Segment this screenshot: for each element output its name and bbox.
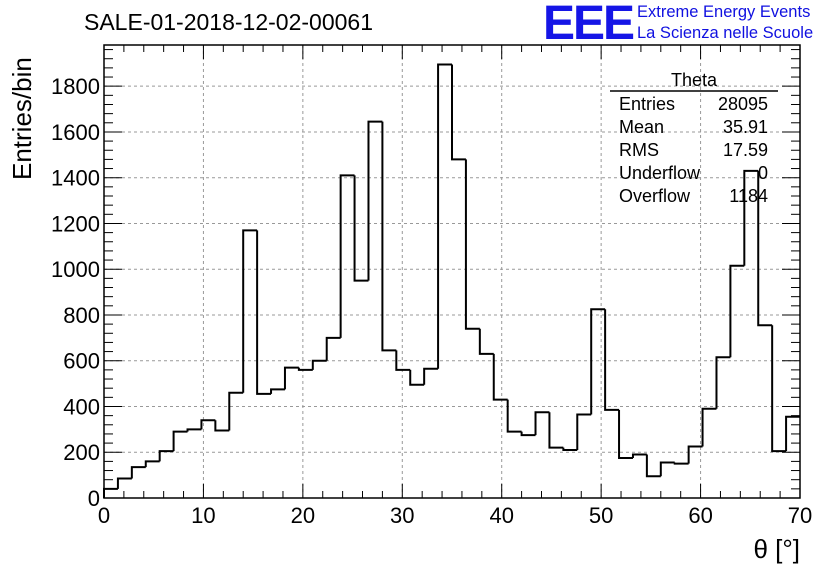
y-tick-label: 400 — [63, 394, 100, 419]
histogram-bin — [464, 159, 480, 330]
histogram-bin — [256, 230, 272, 395]
stats-box: Theta Entries 28095 Mean 35.91 RMS 17.59 Underf… — [610, 70, 778, 206]
stats-value: 1184 — [729, 186, 768, 206]
x-tick-label: 60 — [688, 503, 712, 528]
histogram-bin — [743, 169, 759, 266]
stats-value: 35.91 — [723, 117, 768, 137]
histogram-bin — [116, 477, 132, 489]
logo-subtitle-1: Extreme Energy Events — [637, 3, 811, 21]
histogram-bin — [757, 170, 773, 327]
histogram-bin — [659, 461, 675, 477]
histogram-bin — [506, 399, 522, 433]
histogram-bin — [451, 64, 466, 161]
y-tick-label: 800 — [63, 303, 100, 328]
eee-logo: EEE — [543, 0, 635, 50]
stats-label: Mean — [619, 117, 664, 137]
stats-value: 0 — [758, 163, 768, 183]
histogram-bin — [618, 409, 633, 459]
histogram-bin — [687, 445, 703, 464]
histogram-bin — [701, 407, 717, 447]
histogram-bin — [367, 120, 383, 281]
histogram-bin — [590, 308, 606, 415]
histogram-bin — [785, 415, 800, 452]
y-tick-label: 0 — [88, 486, 100, 511]
histogram-bin — [325, 336, 341, 361]
stats-title: Theta — [671, 70, 718, 90]
x-tick-label: 20 — [291, 503, 315, 528]
y-tick-label: 1200 — [51, 211, 100, 236]
x-tick-label: 50 — [589, 503, 613, 528]
histogram-bin — [548, 412, 564, 449]
x-axis-label: θ [°] — [753, 534, 800, 564]
y-tick-label: 1400 — [51, 166, 100, 191]
histogram-bin — [478, 328, 494, 355]
histogram-bin — [771, 325, 787, 453]
y-tick-label: 1600 — [51, 120, 100, 145]
histogram-bin — [103, 487, 118, 498]
histogram-bin — [186, 428, 202, 432]
x-tick-label: 0 — [98, 503, 110, 528]
stats-label: Underflow — [619, 163, 701, 183]
x-tick-label: 40 — [489, 503, 513, 528]
histogram-bars — [103, 63, 800, 498]
histogram-bin — [604, 309, 620, 411]
histogram-bin — [729, 264, 745, 358]
histogram-bin — [339, 174, 355, 338]
histogram-bin — [242, 229, 258, 393]
stats-value: 17.59 — [723, 140, 768, 160]
stats-label: Entries — [619, 94, 675, 114]
stats-label: RMS — [619, 140, 659, 160]
histogram-bin — [381, 121, 397, 352]
logo-subtitle-2: La Scienza nelle Scuole — [637, 24, 814, 42]
plot-frame — [103, 44, 801, 499]
histogram-bin — [631, 453, 647, 458]
chart-title: SALE-01-2018-12-02-00061 — [84, 9, 373, 35]
histogram-bin — [130, 466, 146, 479]
histogram-bin — [214, 420, 230, 432]
stats-label: Overflow — [619, 186, 691, 206]
histogram-bin — [200, 419, 216, 430]
stats-value: 28095 — [718, 94, 768, 114]
histogram-bin — [283, 366, 299, 390]
histogram-bin — [437, 63, 452, 369]
histogram-bin — [228, 391, 244, 431]
x-tick-label: 30 — [390, 503, 414, 528]
histogram-bin — [673, 462, 689, 465]
histogram-bin — [534, 411, 550, 436]
histogram-bin — [144, 460, 160, 468]
histogram-bin — [409, 369, 425, 386]
histogram-bin — [395, 350, 411, 371]
histogram-bin — [270, 388, 285, 394]
histogram-bin — [172, 430, 188, 452]
histogram-bin — [562, 447, 578, 451]
histogram-bin — [492, 353, 508, 401]
y-tick-label: 1000 — [51, 257, 100, 282]
histogram-bin — [576, 413, 592, 450]
histogram-bin — [423, 367, 439, 385]
grid-lines — [104, 45, 800, 498]
axis-ticks — [103, 45, 801, 499]
histogram-bin — [297, 367, 313, 371]
y-tick-label: 1800 — [51, 74, 100, 99]
axes-frame — [103, 44, 801, 499]
y-tick-label: 200 — [63, 440, 100, 465]
histogram-bin — [715, 356, 731, 409]
histogram-bin — [645, 454, 661, 478]
histogram-bin — [353, 175, 369, 282]
y-axis-label: Entries/bin — [7, 57, 37, 180]
x-tick-label: 70 — [788, 503, 812, 528]
tick-labels: 0 10 20 30 40 50 60 70 0 200 400 600 800 1000 1200 1400… — [51, 74, 812, 528]
histogram-bin — [520, 431, 536, 437]
x-tick-label: 10 — [191, 503, 215, 528]
y-tick-label: 600 — [63, 349, 100, 374]
histogram-bin — [158, 450, 174, 462]
histogram-bin — [311, 359, 327, 370]
